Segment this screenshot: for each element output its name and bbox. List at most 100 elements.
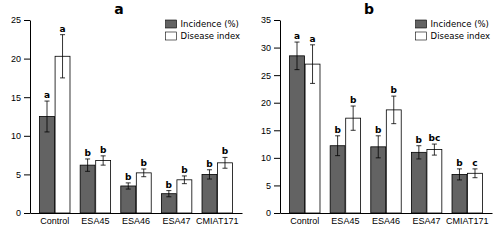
tick-label: ESA46 (122, 216, 150, 226)
legend: Incidence (%)Disease index (166, 19, 240, 41)
tick-label: 5 (16, 170, 21, 180)
error-cap (207, 179, 212, 180)
annotation: b (375, 125, 382, 135)
annotation: bc (428, 133, 440, 143)
error-line (393, 96, 394, 124)
annotation: b (141, 158, 148, 168)
bar (468, 173, 483, 213)
tick-label: ESA45 (331, 216, 359, 226)
tick-mark (24, 20, 30, 21)
error-bar (472, 169, 477, 178)
error-cap (45, 101, 50, 102)
error-bar (310, 45, 315, 84)
error-cap (207, 169, 212, 170)
error-bar (416, 146, 421, 159)
tick: 10 (11, 131, 30, 141)
tick-label: ESA47 (163, 216, 191, 226)
error-cap (182, 183, 187, 184)
error-cap (295, 69, 300, 70)
tick-mark (24, 174, 30, 175)
error-bar (141, 169, 146, 177)
annotation: a (59, 24, 65, 34)
annotations: abbbbabbbb (44, 24, 229, 190)
tick-label: CMIAT171 (196, 216, 238, 226)
tick: ESA46 (372, 213, 400, 226)
tick: CMIAT171 (196, 213, 238, 226)
tick: 30 (261, 43, 280, 53)
tick: 15 (11, 93, 30, 103)
error-cap (126, 189, 131, 190)
tick-label: ESA47 (413, 216, 441, 226)
error-cap (101, 155, 106, 156)
axis-line (281, 213, 493, 214)
error-cap (391, 123, 396, 124)
legend-swatch (416, 20, 427, 28)
annotation: a (309, 34, 315, 44)
tick-label: Control (290, 216, 319, 226)
tick-mark (274, 130, 280, 131)
tick: 25 (11, 15, 30, 25)
error-cap (351, 106, 356, 107)
tick: ESA47 (413, 213, 441, 226)
error-cap (432, 155, 437, 156)
bar (218, 163, 233, 213)
tick-label: 25 (261, 71, 271, 81)
error-line (168, 191, 169, 197)
bar (452, 174, 467, 213)
error-cap (351, 130, 356, 131)
error-cap (310, 83, 315, 84)
error-line (47, 101, 48, 132)
error-cap (335, 135, 340, 136)
tick: ESA47 (163, 213, 191, 226)
tick-label: 30 (261, 43, 271, 53)
y-axis: 05101520253035 (261, 15, 281, 218)
tick-label: 35 (261, 15, 271, 25)
annotation: b (222, 146, 229, 156)
axis-line (31, 213, 243, 214)
error-bar (126, 183, 131, 189)
error-line (62, 35, 63, 78)
series (290, 42, 467, 213)
annotation: c (472, 158, 477, 168)
annotation: b (391, 85, 398, 95)
legend-swatch (416, 32, 427, 40)
tick-label: 10 (261, 153, 271, 163)
tick-mark (274, 48, 280, 49)
bar (177, 180, 192, 213)
tick: 25 (261, 71, 280, 81)
error-cap (85, 171, 90, 172)
error-cap (472, 168, 477, 169)
legend-label: Incidence (%) (181, 19, 239, 29)
tick: 0 (266, 208, 280, 218)
tick: Control (40, 213, 69, 226)
tick: 20 (261, 98, 280, 108)
tick: 20 (11, 54, 30, 64)
tick-label: 25 (11, 15, 21, 25)
error-cap (45, 131, 50, 132)
bar (136, 173, 151, 213)
bar (121, 186, 136, 213)
bar (55, 56, 70, 213)
error-cap (416, 158, 421, 159)
annotation: a (44, 90, 50, 100)
tick: CMIAT171 (446, 213, 488, 226)
tick: 5 (16, 170, 30, 180)
bar (161, 194, 176, 213)
tick: 15 (261, 126, 280, 136)
tick-mark (24, 97, 30, 98)
error-cap (126, 182, 131, 183)
error-cap (457, 179, 462, 180)
tick-label: 20 (11, 54, 21, 64)
error-bar (45, 101, 50, 132)
error-bar (376, 136, 381, 158)
error-cap (222, 157, 227, 158)
legend-label: Disease index (431, 31, 490, 41)
annotation: b (125, 172, 132, 182)
plot-area (40, 35, 233, 213)
error-line (312, 45, 313, 84)
bar (202, 174, 217, 213)
x-axis: Control ESA45 ESA46 ESA47 CMIAT171 (31, 213, 243, 226)
error-cap (166, 196, 171, 197)
tick: ESA45 (81, 213, 109, 226)
error-line (184, 176, 185, 184)
